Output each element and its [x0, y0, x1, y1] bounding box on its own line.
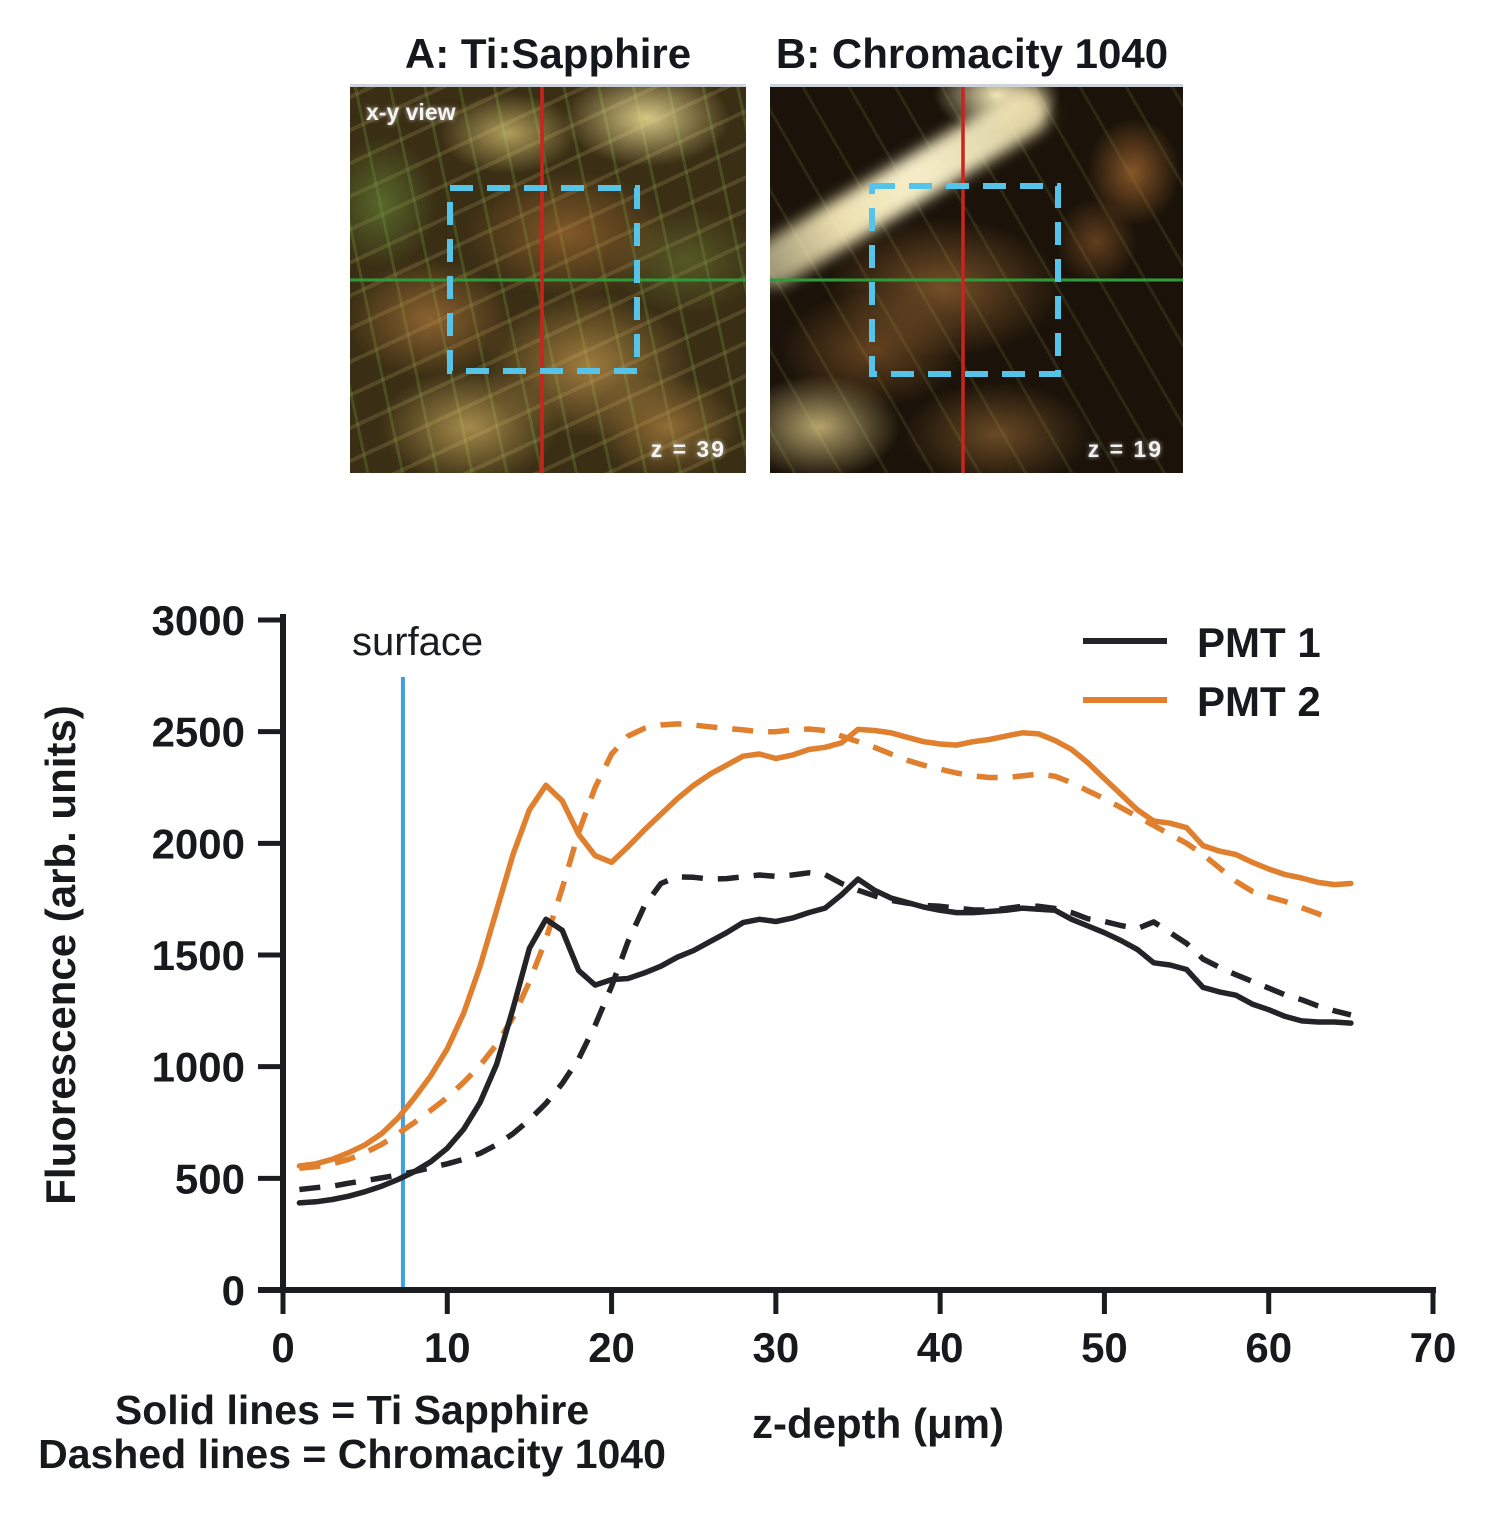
roi-dashed-rectangle	[447, 185, 640, 374]
series-pmt1-dashed	[299, 870, 1352, 1193]
y-tick-label: 2000	[152, 820, 245, 867]
y-tick-label: 500	[175, 1155, 245, 1202]
surface-label: surface	[352, 620, 483, 664]
panel-a-title: A: Ti:Sapphire	[404, 30, 692, 77]
legend-label: PMT 2	[1197, 678, 1321, 725]
panel-a-depth-label: z = 39	[650, 436, 726, 462]
y-tick-label: 1500	[152, 932, 245, 979]
y-tick-label: 1000	[152, 1044, 245, 1091]
panel-a-overlays	[350, 87, 746, 473]
footnote-dashed-lines: Dashed lines = Chromacity 1040	[38, 1431, 666, 1477]
x-tick-label: 50	[1081, 1324, 1128, 1371]
xy-view-label: x-y view	[366, 99, 456, 125]
legend-label: PMT 1	[1197, 619, 1321, 666]
y-tick-label: 2500	[152, 709, 245, 756]
micrograph-panel-b: z = 19	[770, 84, 1183, 473]
x-tick-label: 10	[424, 1324, 471, 1371]
y-tick-label: 0	[222, 1267, 245, 1314]
x-tick-label: 0	[271, 1324, 294, 1371]
y-tick-label: 3000	[152, 597, 245, 644]
roi-dashed-rectangle	[869, 183, 1061, 377]
footnote-solid-lines: Solid lines = Ti Sapphire	[115, 1387, 589, 1433]
series-pmt2-solid	[296, 726, 1354, 1169]
panel-b-title: B: Chromacity 1040	[775, 30, 1169, 77]
series-pmt1-solid	[296, 876, 1354, 1206]
panel-b-depth-label: z = 19	[1087, 436, 1163, 462]
x-tick-label: 30	[752, 1324, 799, 1371]
x-tick-label: 70	[1410, 1324, 1457, 1371]
x-tick-label: 40	[917, 1324, 964, 1371]
y-axis-title: Fluorescence (arb. units)	[37, 705, 84, 1204]
series-pmt2-dashed	[299, 721, 1336, 1172]
x-tick-label: 20	[588, 1324, 635, 1371]
x-tick-label: 60	[1245, 1324, 1292, 1371]
micrograph-panel-a: x-y view z = 39	[350, 84, 746, 473]
panel-b-overlays	[770, 87, 1183, 473]
x-axis-title: z-depth (μm)	[752, 1400, 1004, 1447]
